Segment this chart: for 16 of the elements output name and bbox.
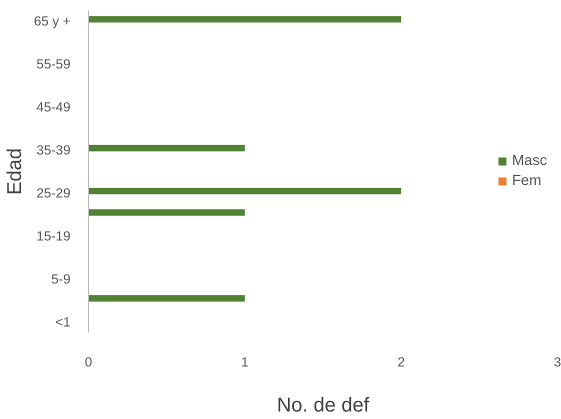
y-tick-label: 15-19 (36, 228, 71, 244)
x-axis-title: No. de def (276, 394, 370, 416)
legend-label: Fem (512, 173, 542, 189)
y-axis-title: Edad (4, 148, 26, 195)
x-tick-label: 3 (554, 354, 561, 370)
y-tick-label: 55-59 (36, 56, 71, 72)
y-tick-label: <1 (55, 314, 71, 330)
y-tick-label: 35-39 (36, 142, 71, 158)
x-tick-label: 2 (397, 354, 405, 370)
y-tick-label: 45-49 (36, 100, 71, 115)
y-tick-label: 25-29 (36, 185, 71, 200)
legend-label: Masc (512, 153, 547, 169)
y-tick-label: 65 y + (34, 14, 71, 29)
x-tick-label: 1 (241, 354, 249, 370)
x-tick-label: 0 (84, 354, 92, 370)
y-tick-label: 5-9 (51, 271, 70, 286)
